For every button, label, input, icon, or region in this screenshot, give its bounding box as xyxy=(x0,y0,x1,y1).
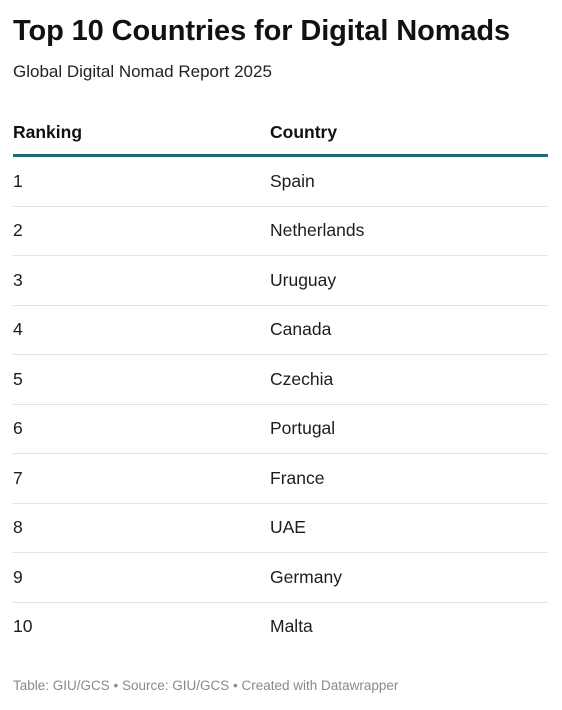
table-row: 5 Czechia xyxy=(13,354,548,405)
rank-cell: 6 xyxy=(13,404,270,454)
table-body: 1 Spain 2 Netherlands 3 Uruguay 4 Canada 5 Czechi… xyxy=(13,155,548,652)
country-cell: Spain xyxy=(270,155,548,207)
table-row: 6 Portugal xyxy=(13,404,548,454)
rank-cell: 7 xyxy=(13,453,270,504)
rank-cell: 10 xyxy=(13,616,33,637)
rank-cell: 1 xyxy=(13,155,270,207)
column-header-ranking[interactable]: Ranking xyxy=(13,110,270,157)
country-cell: Uruguay xyxy=(270,255,548,306)
country-cell: France xyxy=(270,453,548,504)
rank-cell: 4 xyxy=(13,305,270,355)
rank-cell: 3 xyxy=(13,255,270,306)
country-cell: UAE xyxy=(270,503,548,553)
country-cell: Germany xyxy=(270,552,548,603)
table-row: 4 Canada xyxy=(13,305,548,355)
rank-cell: 2 xyxy=(13,206,270,256)
country-cell: Netherlands xyxy=(270,206,548,256)
chart-container: Top 10 Countries for Digital Nomads Glob… xyxy=(13,15,548,651)
chart-title: Top 10 Countries for Digital Nomads xyxy=(13,15,511,47)
table-row: 1 Spain xyxy=(13,155,548,207)
country-cell: Canada xyxy=(270,305,548,355)
rank-cell: 9 xyxy=(13,552,270,603)
chart-footer-credit: Table: GIU/GCS • Source: GIU/GCS • Creat… xyxy=(13,678,399,693)
table-row: 2 Netherlands xyxy=(13,206,548,256)
country-cell: Portugal xyxy=(270,404,548,454)
table-header-row: Ranking Country xyxy=(13,110,548,157)
table-row: 7 France xyxy=(13,453,548,504)
country-cell: Malta xyxy=(270,616,313,637)
column-header-country[interactable]: Country xyxy=(270,110,548,157)
country-cell: Czechia xyxy=(270,354,548,405)
table-row: 10 Malta xyxy=(13,602,548,651)
table-row: 9 Germany xyxy=(13,552,548,603)
chart-subtitle: Global Digital Nomad Report 2025 xyxy=(13,62,272,81)
table-header: Ranking Country xyxy=(13,110,548,157)
ranking-table: Ranking Country 1 Spain 2 Netherlands 3 Urugu… xyxy=(13,110,548,651)
rank-cell: 5 xyxy=(13,354,270,405)
table-row: 3 Uruguay xyxy=(13,255,548,306)
rank-cell: 8 xyxy=(13,503,270,553)
table-row: 8 UAE xyxy=(13,503,548,553)
